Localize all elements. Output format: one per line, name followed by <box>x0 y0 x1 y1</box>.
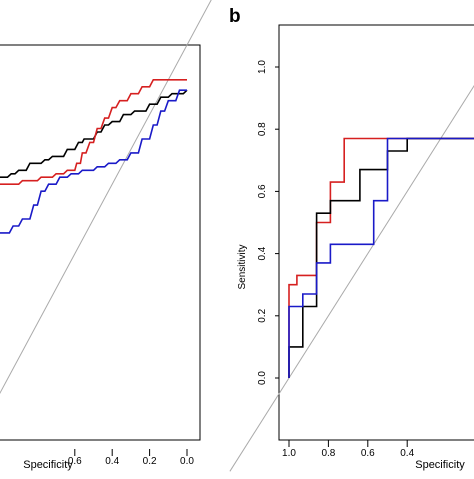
panel-b-x-axis-ticks: 1.0 0.8 0.6 0.4 <box>282 440 415 459</box>
panel-a-diagonal-line <box>0 0 212 395</box>
panel-a-x-tick-label: 0.4 <box>105 456 119 467</box>
panel-b-y-axis-ticks: 0.0 0.2 0.4 0.6 0.8 1.0 <box>257 60 279 385</box>
panel-a-diagonal <box>0 0 212 395</box>
panel-b-label: b <box>229 6 241 27</box>
panel-b-x-tick-label: 0.6 <box>361 448 375 459</box>
panel-a-series-group <box>0 79 188 234</box>
panel-b-y-axis-label: Sensitivity <box>237 244 248 289</box>
panel-b-series-group <box>288 137 474 378</box>
panel-a-series-blue-line <box>0 89 187 234</box>
panel-b-series-blue-line <box>288 137 474 378</box>
panel-a-x-tick-label: 0.2 <box>143 456 157 467</box>
panel-a-x-axis-label: Specificity <box>23 459 73 471</box>
panel-b-y-tick-label: 0.2 <box>257 308 268 322</box>
panel-b-x-tick-label: 0.4 <box>400 448 414 459</box>
panel-a-series-red-line <box>0 79 187 185</box>
panel-b-diagonal <box>229 85 474 472</box>
panel-b-y-tick-label: 0.6 <box>257 184 268 198</box>
panel-a-x-tick-label: 0.6 <box>68 456 82 467</box>
panel-b-y-tick-label: 0.4 <box>257 246 268 260</box>
panel-a-series-black-line <box>0 89 188 178</box>
panel-a-plot-frame <box>0 44 201 441</box>
panel-a-x-tick-label: 0.0 <box>180 456 194 467</box>
panel-b-y-tick-label: 0.8 <box>257 122 268 136</box>
panel-b-plot-frame <box>278 24 474 441</box>
panel-b-x-tick-label: 1.0 <box>282 448 296 459</box>
panel-a: 0.6 0.4 0.2 0.0 Specificity <box>0 0 212 471</box>
panel-b-y-tick-label: 1.0 <box>257 60 268 74</box>
panel-b-diagonal-line <box>229 85 474 472</box>
panel-b-y-tick-label: 0.0 <box>257 371 268 385</box>
panel-b: b 1.0 0.8 0.6 0.4 0.0 0.2 0.4 0.6 0.8 1.0 Sensit… <box>229 6 474 472</box>
panel-b-x-tick-label: 0.8 <box>321 448 335 459</box>
panel-b-series-black-line <box>288 137 474 378</box>
panel-b-x-axis-label: Specificity <box>415 459 465 471</box>
panel-a-x-axis-ticks: 0.6 0.4 0.2 0.0 <box>68 449 194 467</box>
